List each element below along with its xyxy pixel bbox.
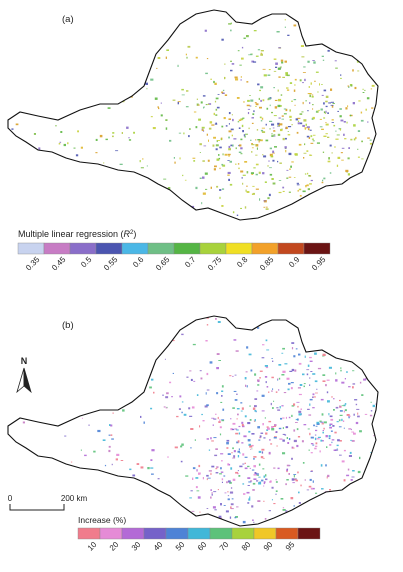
legend-a-swatch xyxy=(303,242,331,255)
legend-b-swatch xyxy=(77,527,101,540)
legend-a-tick-label: 0.6 xyxy=(131,255,146,270)
legend-b-swatch xyxy=(99,527,123,540)
legend-a-tick-label: 0.7 xyxy=(183,255,198,270)
legend-b-swatch xyxy=(231,527,255,540)
legend-b-swatch xyxy=(297,527,321,540)
legend-a-tick-label: 0.95 xyxy=(310,255,328,273)
legend-a-swatch xyxy=(199,242,227,255)
legend-b-tick-label: 60 xyxy=(196,540,209,553)
legend-a-tick-label: 0.35 xyxy=(24,255,42,273)
panel-a: (a) Multiple linear regression (R2) 0.35… xyxy=(7,9,379,273)
scale-start-label: 0 xyxy=(8,494,13,503)
legend-b-tick-label: 30 xyxy=(130,540,143,553)
legend-a-swatch xyxy=(95,242,123,255)
north-label: N xyxy=(21,356,28,366)
legend-b-swatch xyxy=(209,527,233,540)
legend-a-swatch xyxy=(43,242,71,255)
legend-b-swatch xyxy=(275,527,299,540)
legend-b-tick-label: 50 xyxy=(174,540,187,553)
legend-a-swatch xyxy=(173,242,201,255)
scale-end-label: 200 km xyxy=(61,494,88,503)
legend-a-tick-label: 0.65 xyxy=(154,255,172,273)
legend-b-tick-label: 20 xyxy=(108,540,121,553)
legend-a-swatch xyxy=(69,242,97,255)
legend-b: 10 20 30 40 50 60 70 80 90 95 xyxy=(77,527,321,553)
legend-b-tick-label: 10 xyxy=(86,540,99,553)
panel-b-label: (b) xyxy=(62,320,74,331)
legend-a-swatch xyxy=(225,242,253,255)
legend-a-tick-label: 0.9 xyxy=(287,255,302,270)
legend-b-swatch xyxy=(143,527,167,540)
north-arrow-left-half xyxy=(16,367,25,394)
legend-a-title: Multiple linear regression (R2) xyxy=(18,229,136,239)
scale-bar: 0 200 km xyxy=(8,494,88,511)
legend-a-swatch xyxy=(17,242,45,255)
map-a-fill xyxy=(8,10,378,220)
legend-b-swatch xyxy=(253,527,277,540)
legend-b-swatch xyxy=(121,527,145,540)
legend-b-tick-label: 90 xyxy=(262,540,275,553)
legend-b-tick-label: 95 xyxy=(284,540,297,553)
legend-a: 0.35 0.45 0.5 0.55 0.6 0.65 0.7 0.75 0.8 0.85 0.9 0… xyxy=(17,242,331,273)
legend-a-tick-label: 0.45 xyxy=(50,255,68,273)
scale-bar-line xyxy=(9,504,65,511)
legend-b-title: Increase (%) xyxy=(78,515,126,525)
north-arrow-right-half xyxy=(23,367,32,394)
legend-a-tick-label: 0.5 xyxy=(79,255,94,270)
north-arrow: N xyxy=(16,356,32,394)
legend-a-tick-label: 0.85 xyxy=(258,255,276,273)
legend-b-swatch xyxy=(165,527,189,540)
panel-a-label: (a) xyxy=(62,14,74,25)
legend-a-swatch xyxy=(251,242,279,255)
legend-a-tick-label: 0.8 xyxy=(235,255,250,270)
legend-a-swatch xyxy=(277,242,305,255)
legend-b-swatch xyxy=(187,527,211,540)
legend-a-tick-label: 0.55 xyxy=(102,255,120,273)
legend-b-tick-label: 40 xyxy=(152,540,165,553)
panel-b: (b) N 0 200 km Increase (%) 10 20 30 40 50 60… xyxy=(7,315,379,553)
legend-a-tick-label: 0.75 xyxy=(206,255,224,273)
legend-a-swatch xyxy=(121,242,149,255)
legend-a-swatch xyxy=(147,242,175,255)
legend-b-tick-label: 80 xyxy=(240,540,253,553)
legend-b-tick-label: 70 xyxy=(218,540,231,553)
